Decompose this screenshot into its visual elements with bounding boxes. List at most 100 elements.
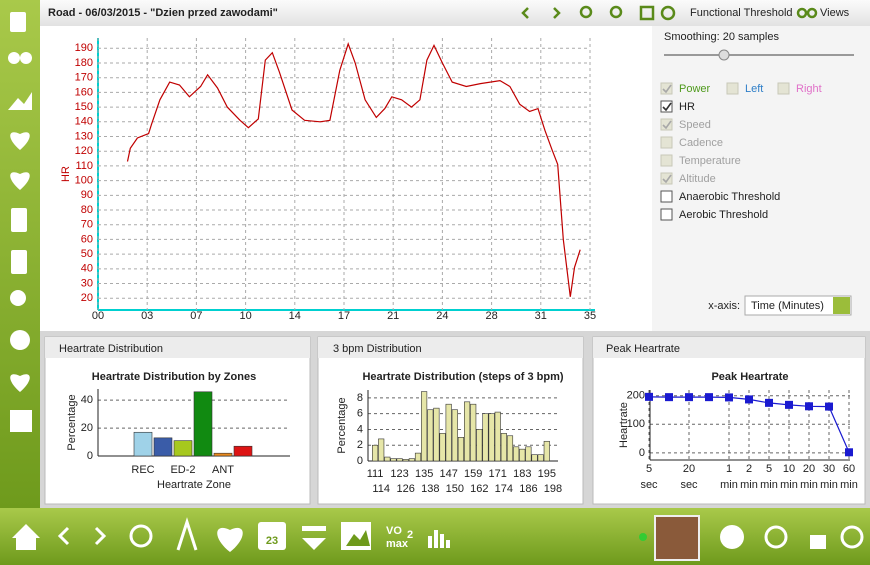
option-label: Left xyxy=(745,83,763,95)
x-tick-label: 10 xyxy=(783,463,795,475)
option-label: Temperature xyxy=(679,155,741,167)
x-tick-label: 114 xyxy=(372,483,390,495)
checkbox[interactable] xyxy=(660,136,673,149)
peak-marker xyxy=(845,448,853,457)
bar xyxy=(153,437,173,457)
peak-marker xyxy=(665,393,673,402)
bar xyxy=(396,458,403,462)
x-tick-label: 135 xyxy=(415,468,433,480)
bar xyxy=(445,403,452,462)
option-label: Power xyxy=(679,83,711,95)
bar xyxy=(390,458,397,462)
panel-tab[interactable]: Peak Heartrate xyxy=(606,343,680,355)
x-tick-unit: min xyxy=(740,479,758,491)
option-label: Aerobic Threshold xyxy=(679,209,768,221)
checkbox[interactable] xyxy=(726,82,739,95)
y-tick-label: 2 xyxy=(357,439,363,451)
x-tick-label: 2 xyxy=(746,463,752,475)
chart-title: Heartrate Distribution (steps of 3 bpm) xyxy=(362,371,563,383)
y-tick-label: 100 xyxy=(75,175,93,187)
title: Road - 06/03/2015 - "Dzien przed zawodam… xyxy=(48,7,278,19)
y-tick-label: 120 xyxy=(75,145,93,157)
y-tick-label: 160 xyxy=(75,86,93,98)
views-button[interactable]: Views xyxy=(820,7,850,19)
peak-marker xyxy=(745,395,753,404)
calendar-day: 23 xyxy=(266,535,278,547)
y-tick-label: 140 xyxy=(75,116,93,128)
x-tick-label: ANT xyxy=(212,464,234,476)
smoothing-label: Smoothing: 20 samples xyxy=(664,31,779,43)
checkbox[interactable] xyxy=(660,172,673,185)
x-tick-label: 17 xyxy=(338,310,350,322)
x-tick-label: ED-2 xyxy=(170,464,195,476)
select-arrow[interactable] xyxy=(833,297,850,314)
bar xyxy=(513,446,520,462)
chart-area xyxy=(40,26,652,331)
x-tick-label: 35 xyxy=(584,310,596,322)
xaxis-value: Time (Minutes) xyxy=(751,300,824,312)
x-tick-label: 195 xyxy=(538,468,556,480)
y-tick-label: 30 xyxy=(81,277,93,289)
x-tick-unit: min xyxy=(840,479,858,491)
panel-tab[interactable]: 3 bpm Distribution xyxy=(333,343,422,355)
panel-tab[interactable]: Heartrate Distribution xyxy=(59,343,163,355)
bar xyxy=(451,409,458,462)
checkbox[interactable] xyxy=(660,208,673,221)
peak-marker xyxy=(785,400,793,409)
x-tick-unit: min xyxy=(820,479,838,491)
x-tick-unit: min xyxy=(720,479,738,491)
x-tick-label: 1 xyxy=(726,463,732,475)
x-tick-unit: min xyxy=(760,479,778,491)
bar xyxy=(470,403,477,462)
threshold-button[interactable]: Functional Threshold xyxy=(690,7,793,19)
peak-marker xyxy=(705,393,713,402)
checkbox[interactable] xyxy=(777,82,790,95)
status-dot xyxy=(639,533,647,541)
y-tick-label: 200 xyxy=(627,390,645,402)
option-label: Speed xyxy=(679,119,711,131)
x-tick-label: 21 xyxy=(387,310,399,322)
panels xyxy=(44,336,866,505)
nav-icons[interactable] xyxy=(521,5,818,21)
checkbox[interactable] xyxy=(660,190,673,203)
x-tick-label: 123 xyxy=(390,468,408,480)
side-panel xyxy=(652,26,870,331)
bar xyxy=(402,459,409,462)
peak-marker xyxy=(765,398,773,407)
x-tick-label: 183 xyxy=(513,468,531,480)
x-tick-label: 162 xyxy=(470,483,488,495)
y-axis-label: Percentage xyxy=(336,397,348,453)
bar xyxy=(173,440,193,457)
y-tick-label: 6 xyxy=(357,408,363,420)
x-tick-label: 14 xyxy=(289,310,301,322)
image-icon xyxy=(346,530,370,546)
checkmark xyxy=(662,102,672,112)
checkbox[interactable] xyxy=(660,82,673,95)
bar xyxy=(488,413,495,462)
x-tick-label: 111 xyxy=(367,468,384,480)
y-tick-label: 90 xyxy=(81,189,93,201)
avatar[interactable] xyxy=(654,515,700,561)
option-label: HR xyxy=(679,101,695,113)
x-tick-label: 174 xyxy=(495,483,513,495)
checkbox[interactable] xyxy=(660,118,673,131)
peak-marker xyxy=(645,392,653,401)
y-tick-label: 40 xyxy=(81,263,93,275)
bar xyxy=(531,454,538,462)
x-tick-unit: min xyxy=(800,479,818,491)
y-tick-label: 50 xyxy=(81,248,93,260)
y-tick-label: 150 xyxy=(75,101,93,113)
checkbox[interactable] xyxy=(660,154,673,167)
slider-thumb[interactable] xyxy=(718,49,730,61)
checkbox[interactable] xyxy=(660,100,673,113)
bar xyxy=(543,440,550,462)
y-tick-label: 190 xyxy=(75,42,93,54)
x-tick-unit: min xyxy=(780,479,798,491)
bar xyxy=(427,409,434,462)
bar xyxy=(372,444,379,462)
x-tick-label: 138 xyxy=(421,483,439,495)
peak-marker xyxy=(725,393,733,402)
xaxis-select[interactable] xyxy=(744,295,852,316)
bar xyxy=(439,433,446,462)
y-tick-label: 170 xyxy=(75,72,93,84)
